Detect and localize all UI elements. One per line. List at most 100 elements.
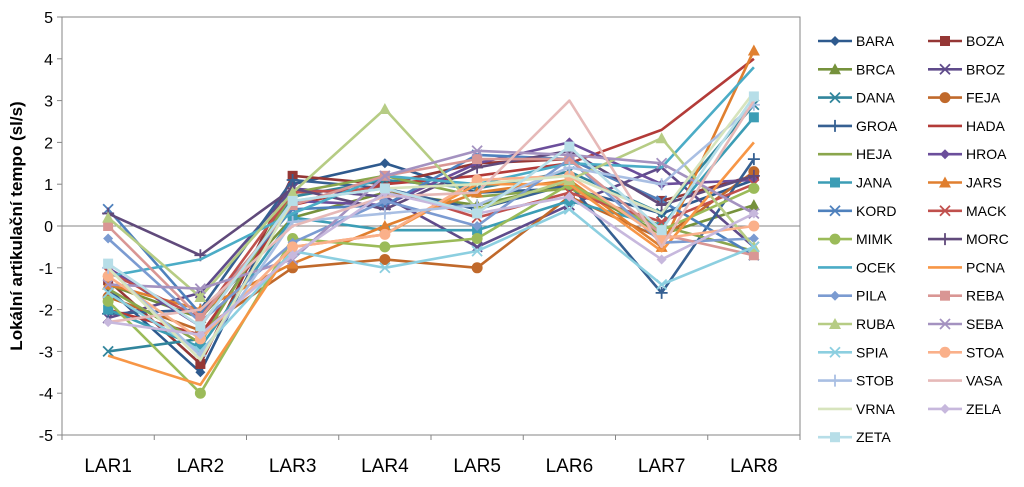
series-line: [107, 174, 755, 341]
legend-item-heja: HEJA: [818, 146, 892, 162]
x-tick-label: LAR8: [730, 456, 778, 477]
data-point: [195, 329, 206, 340]
legend-label: BRCA: [856, 61, 896, 77]
data-point: [378, 220, 391, 231]
series-ocek: [107, 66, 755, 278]
legend-item-pila: PILA: [818, 288, 887, 304]
legend-item-hroa: HROA: [928, 146, 1007, 162]
data-point: [471, 233, 483, 245]
legend-swatch-marker: [939, 205, 951, 217]
data-point: [656, 225, 667, 236]
chart-axes: 5 4 3 2 1 0 -1 -2 -3 -4 -5 LAR1 LAR2 LAR3 LAR4 LAR5 LAR6…: [39, 10, 801, 477]
y-tick-label: -3: [39, 344, 53, 361]
series-line: [107, 191, 755, 337]
data-point: [287, 250, 298, 261]
legend-label: BOZA: [966, 33, 1005, 49]
y-tick-label: -1: [39, 261, 53, 278]
legend-swatch-marker: [830, 177, 840, 188]
x-tick-label: LAR1: [84, 456, 132, 477]
data-point: [195, 358, 206, 369]
legend-swatch-marker: [829, 205, 841, 217]
legend-label: REBA: [966, 288, 1005, 304]
data-point: [747, 44, 760, 56]
data-point: [564, 154, 575, 165]
legend-swatch-marker: [940, 149, 950, 160]
data-point: [102, 278, 114, 291]
data-point: [748, 241, 760, 253]
data-point: [748, 250, 759, 261]
legend-label: FEJA: [966, 90, 1001, 106]
legend-item-mimk: MIMK: [818, 231, 893, 247]
data-point: [748, 112, 759, 123]
data-point: [103, 317, 114, 328]
data-point: [103, 258, 114, 269]
legend-item-zela: ZELA: [928, 401, 1002, 417]
data-point: [102, 287, 114, 299]
data-point: [379, 262, 391, 274]
data-point: [748, 220, 760, 232]
legend-item-stoa: STOA: [928, 344, 1005, 360]
data-point: [563, 149, 576, 161]
legend-label: MORC: [966, 231, 1009, 247]
series-line: [107, 66, 755, 278]
series-line: [107, 99, 755, 324]
data-point: [102, 295, 114, 307]
y-tick-label: -5: [39, 428, 53, 445]
legend-label: HADA: [966, 118, 1006, 134]
legend-label: MACK: [966, 203, 1007, 219]
legend-swatch-marker: [829, 346, 841, 358]
data-point: [103, 233, 114, 244]
data-point: [379, 170, 391, 182]
series-line: [107, 149, 755, 257]
data-point: [195, 342, 206, 353]
series-line: [107, 107, 755, 299]
legend-label: HROA: [966, 146, 1007, 162]
y-tick-label: -2: [39, 303, 53, 320]
y-tick-label: -4: [39, 386, 53, 403]
x-tick-label: LAR4: [361, 456, 409, 477]
legend-item-spia: SPIA: [818, 344, 889, 360]
legend-item-jana: JANA: [818, 175, 892, 191]
data-point: [747, 153, 760, 166]
data-point: [286, 186, 299, 198]
data-point: [748, 233, 759, 244]
legend-item-ruba: RUBA: [818, 316, 896, 332]
legend-label: RUBA: [856, 316, 896, 332]
legend-label: PCNA: [966, 259, 1006, 275]
y-tick-label: 1: [44, 177, 53, 194]
data-point: [655, 157, 668, 169]
data-point: [195, 321, 206, 332]
y-axis-label: Lokální artikulační tempo (sl/s): [7, 101, 26, 350]
data-point: [563, 161, 576, 174]
legend-label: BARA: [856, 33, 895, 49]
legend-swatch-marker: [940, 403, 950, 414]
legend-label: GROA: [856, 118, 898, 134]
series-line: [107, 91, 755, 362]
series-line: [107, 162, 755, 374]
data-point: [472, 154, 483, 165]
legend-item-brca: BRCA: [818, 61, 896, 77]
series-vrna: [107, 91, 755, 362]
y-tick-label: 5: [44, 10, 53, 27]
x-tick-label: LAR3: [269, 456, 317, 477]
legend-label: STOA: [966, 344, 1005, 360]
legend-label: SPIA: [856, 344, 889, 360]
legend-item-boza: BOZA: [928, 33, 1005, 49]
legend-label: HEJA: [856, 146, 892, 162]
series-line: [107, 95, 755, 328]
series-line: [108, 158, 755, 316]
x-tick-label: LAR5: [453, 456, 501, 477]
legend-item-hada: HADA: [928, 118, 1006, 134]
legend-swatch-marker: [830, 36, 840, 46]
legend: BARA BOZA BRCA BROZ DANA FEJA GROA HADA HEJA HROA…: [818, 33, 1009, 445]
data-point: [748, 182, 760, 194]
legend-item-zeta: ZETA: [818, 429, 891, 445]
data-point: [472, 221, 483, 231]
legend-label: KORD: [856, 203, 896, 219]
legend-item-vrna: VRNA: [818, 401, 896, 417]
legend-item-jars: JARS: [928, 175, 1002, 191]
data-point: [564, 191, 575, 202]
legend-item-stob: STOB: [818, 373, 894, 389]
data-point: [378, 207, 391, 220]
data-point: [102, 345, 114, 358]
